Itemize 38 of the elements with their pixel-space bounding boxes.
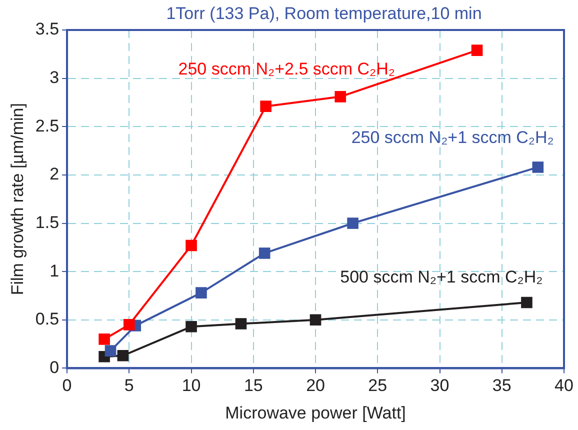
- point: [532, 162, 544, 173]
- x-tick-label: 15: [244, 376, 263, 396]
- point: [347, 218, 358, 229]
- point: [310, 314, 322, 326]
- x-tick-label: 40: [554, 376, 574, 396]
- point: [186, 320, 197, 332]
- point: [521, 296, 532, 308]
- point: [104, 345, 116, 356]
- y-tick-label: 1: [50, 261, 60, 280]
- chart-title: 1Torr (133 Pa), Room temperature,10 min: [165, 4, 483, 24]
- y-axis-title: Film growth rate [µm/min]: [8, 103, 27, 296]
- point: [117, 350, 129, 362]
- point: [258, 248, 270, 259]
- y-tick-label: 2.5: [35, 116, 60, 136]
- y-tick-label: 3: [50, 68, 60, 87]
- series-label: 250 sccm N₂+2.5 sccm C₂H₂: [178, 59, 396, 78]
- x-tick-label: 10: [182, 376, 201, 396]
- point: [186, 240, 197, 252]
- point: [235, 318, 247, 330]
- y-tick-label: 3.5: [35, 20, 60, 39]
- point: [123, 319, 135, 330]
- point: [471, 44, 483, 56]
- x-tick-label: 5: [124, 376, 134, 396]
- x-tick-label: 20: [306, 376, 325, 396]
- point: [260, 100, 272, 112]
- x-tick-label: 0: [62, 376, 72, 396]
- y-tick-label: 1.5: [35, 212, 60, 232]
- point: [196, 287, 207, 298]
- x-tick-label: 35: [492, 376, 512, 396]
- point: [334, 91, 346, 102]
- x-tick-label: 30: [430, 376, 450, 396]
- x-tick-label: 25: [368, 376, 388, 396]
- series-label: 500 sccm N₂+1 sccm C₂H₂: [340, 267, 543, 286]
- y-tick-label: 2: [50, 164, 60, 184]
- y-tick-label: 0.5: [35, 310, 60, 329]
- x-axis-title: Microwave power [Watt]: [225, 403, 406, 422]
- y-tick-label: 0: [50, 358, 60, 377]
- point: [98, 334, 110, 345]
